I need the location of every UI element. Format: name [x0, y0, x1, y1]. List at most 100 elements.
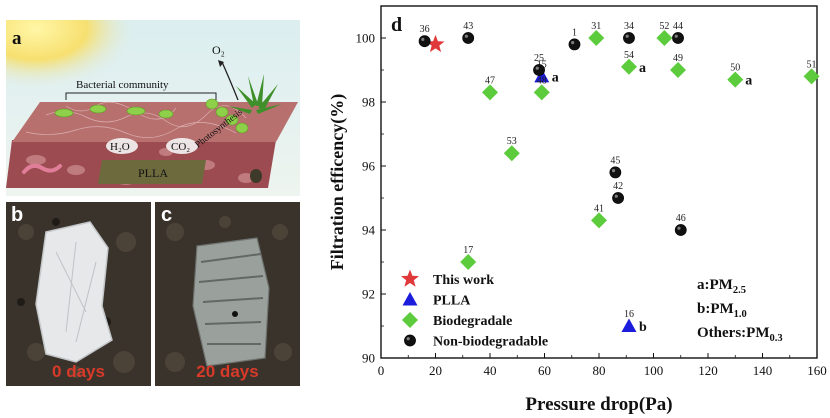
- degraded-film: [192, 237, 270, 367]
- y-axis-label: Filtration efficency(%): [327, 94, 348, 270]
- point-non-biodegradable-highlight: [677, 226, 681, 230]
- point-ref-label: 41: [594, 203, 604, 214]
- point-pm-suffix: a: [639, 61, 646, 76]
- day0-label: 0 days: [52, 362, 105, 381]
- bacterial-community-label: Bacterial community: [76, 79, 169, 91]
- y-tick-label: 98: [362, 95, 375, 110]
- x-tick-label: 120: [698, 363, 718, 378]
- point-this-work: [426, 34, 445, 53]
- point-non-biodegradable: [418, 35, 431, 48]
- point-ref-label: 17: [463, 245, 473, 256]
- o2-arrow: [221, 61, 239, 101]
- point-ref-label: 53: [507, 136, 517, 147]
- point-biodegradable: [482, 84, 498, 101]
- point-non-biodegradable-highlight: [535, 66, 539, 70]
- point-non-biodegradable-highlight: [421, 37, 425, 42]
- point-pm-suffix: b: [639, 320, 647, 335]
- point-ref-label: 51: [807, 59, 817, 70]
- legend-label: PLLA: [433, 294, 471, 309]
- point-non-biodegradable: [462, 32, 475, 44]
- legend-marker-biodegradable: [402, 312, 418, 328]
- legend-marker-non-biodegradable: [404, 334, 416, 347]
- bacteria-icons: [54, 98, 249, 134]
- x-tick-label: 160: [807, 363, 827, 378]
- point-pm-suffix: a: [745, 74, 752, 89]
- y-tick-label: 94: [362, 223, 376, 238]
- point-non-biodegradable: [568, 38, 581, 51]
- soil-top: [12, 102, 298, 142]
- y-tick-label: 100: [356, 31, 376, 46]
- point-non-biodegradable: [533, 64, 545, 76]
- point-biodegradable: [620, 58, 637, 75]
- panel-letter-d: d: [391, 14, 402, 36]
- point-ref-label: 47: [485, 75, 495, 86]
- panel-a-schematic: a O₂ Bacterial community H₂O CO₂ Photosy…: [6, 20, 300, 196]
- point-ref-label: 54: [624, 50, 634, 61]
- panel-a-illustration: a O₂ Bacterial community H₂O CO₂ Photosy…: [6, 20, 300, 196]
- panel-c-soil-photo: [155, 202, 300, 386]
- worm-icon: [22, 163, 62, 174]
- annotation-pm10-subscript: 1.0: [734, 309, 747, 320]
- point-ref-label: 44: [673, 21, 683, 32]
- point-ref-label: 34: [624, 21, 634, 32]
- point-ref-label: 42: [613, 181, 623, 192]
- point-ref-label: 52: [659, 21, 669, 32]
- panel-d-scatter-chart: 0 20 40 60 80 100 120 140 160 90 92 94 96 98 100 Pressu…: [327, 5, 827, 415]
- point-non-biodegradable: [674, 224, 687, 236]
- point-ref-label: 50: [730, 63, 740, 74]
- x-axis-label: Pressure drop(Pa): [525, 394, 672, 415]
- legend-marker-plla: [402, 292, 418, 306]
- panel-b-soil-photo: [6, 202, 151, 386]
- x-tick-label: 60: [538, 363, 551, 378]
- point-ref-label: 45: [610, 155, 620, 166]
- panel-letter-b: b: [11, 204, 24, 226]
- point-biodegradable: [503, 145, 520, 162]
- point-ref-label: 48: [537, 75, 547, 86]
- point-ref-label: 46: [676, 213, 686, 224]
- panel-b-photo: b 0 days: [6, 202, 151, 386]
- legend-marker-non-biodegradable-highlight: [406, 337, 410, 341]
- point-non-biodegradable: [609, 166, 622, 179]
- y-tick-label: 92: [362, 287, 375, 302]
- beetle-icon: [250, 169, 262, 183]
- point-non-biodegradable-highlight: [571, 41, 575, 45]
- plla-film: [98, 160, 206, 184]
- point-ref-label: 36: [420, 24, 430, 35]
- x-tick-label: 140: [753, 363, 773, 378]
- bacterial-bracket: [65, 92, 217, 100]
- point-pm-suffix: a: [552, 70, 559, 85]
- h2o-label: H₂O: [110, 141, 130, 153]
- point-ref-label: 25: [534, 53, 544, 64]
- point-ref-label: 1: [572, 27, 577, 38]
- co2-label: CO₂: [171, 141, 190, 153]
- legend-label: This work: [433, 273, 494, 288]
- annotation-pm03: Others:PM0.3: [697, 325, 783, 344]
- x-tick-label: 80: [593, 363, 606, 378]
- point-non-biodegradable: [672, 32, 684, 44]
- point-biodegradable: [591, 212, 607, 229]
- point-biodegradable: [588, 30, 605, 46]
- intact-film: [35, 221, 113, 363]
- panel-letter-c: c: [161, 204, 173, 226]
- annotation-pm10: b:PM1.0: [697, 301, 747, 320]
- point-ref-label: 43: [463, 21, 473, 32]
- h2o-cloud: [106, 138, 138, 154]
- point-non-biodegradable: [612, 192, 624, 204]
- x-tick-label: 40: [484, 363, 497, 378]
- point-biodegradable: [670, 62, 687, 78]
- point-biodegradable: [460, 254, 477, 270]
- point-biodegradable: [727, 71, 744, 88]
- legend-label: Biodegradale: [433, 314, 512, 329]
- point-ref-label: 16: [624, 309, 634, 320]
- legend-label: Non-biodegradable: [433, 335, 548, 350]
- point-non-biodegradable-highlight: [625, 34, 629, 38]
- x-tick-label: 20: [429, 363, 442, 378]
- point-non-biodegradable: [623, 32, 635, 44]
- annotation-pm25: a:PM2.5: [697, 277, 746, 296]
- panel-c-photo: c 20 days: [155, 202, 300, 386]
- legend-marker-this-work: [401, 269, 419, 287]
- plant-icon: [228, 74, 282, 114]
- day20-label: 20 days: [196, 362, 259, 381]
- point-non-biodegradable-highlight: [464, 34, 468, 38]
- point-ref-label: 49: [673, 53, 683, 64]
